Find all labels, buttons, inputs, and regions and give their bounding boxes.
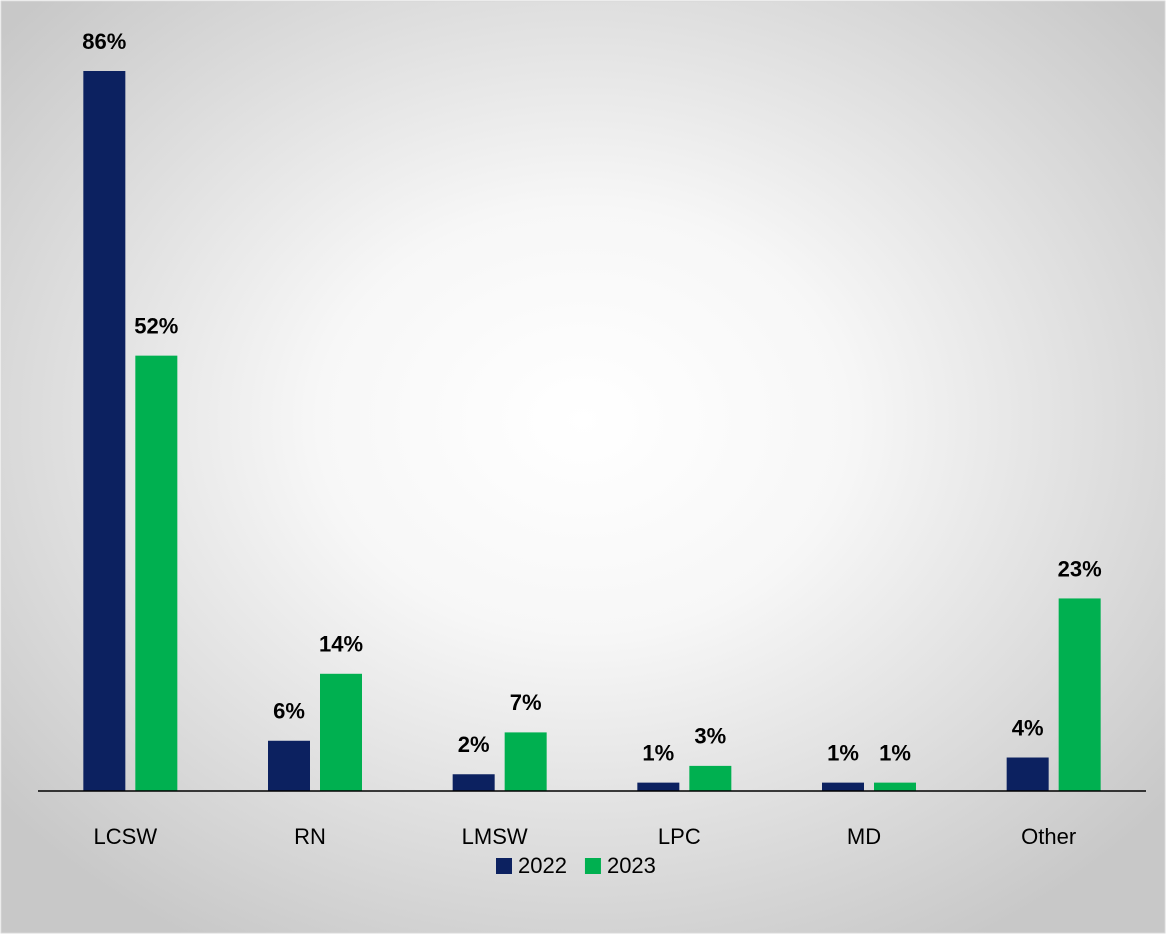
bar — [637, 782, 680, 791]
bar — [1058, 598, 1101, 791]
bar — [822, 782, 864, 791]
value-label: 23% — [1058, 556, 1102, 581]
value-label: 86% — [82, 29, 126, 54]
legend-label: 2023 — [607, 853, 656, 878]
value-label: 1% — [879, 740, 911, 765]
bar — [83, 71, 126, 791]
legend-swatch — [496, 858, 512, 874]
bar — [504, 732, 547, 791]
value-label: 14% — [319, 632, 363, 657]
bar — [452, 774, 495, 791]
value-label: 1% — [642, 740, 674, 765]
x-tick-label: MD — [847, 824, 881, 849]
legend-label: 2022 — [518, 853, 567, 878]
bar — [1006, 757, 1049, 791]
x-tick-label: LPC — [658, 824, 701, 849]
bar — [135, 355, 178, 791]
bar — [320, 673, 362, 791]
value-label: 52% — [134, 313, 178, 338]
value-label: 7% — [510, 690, 542, 715]
value-label: 2% — [458, 732, 490, 757]
x-tick-label: Other — [1021, 824, 1076, 849]
x-tick-label: RN — [294, 824, 326, 849]
value-label: 4% — [1012, 715, 1044, 740]
value-label: 1% — [827, 740, 859, 765]
bar — [689, 765, 732, 791]
legend-swatch — [584, 858, 601, 874]
x-tick-label: LCSW — [94, 824, 158, 849]
bar — [874, 782, 916, 791]
value-label: 6% — [273, 699, 305, 724]
value-label: 3% — [694, 724, 726, 749]
bar — [268, 740, 310, 791]
x-tick-label: LMSW — [462, 824, 528, 849]
